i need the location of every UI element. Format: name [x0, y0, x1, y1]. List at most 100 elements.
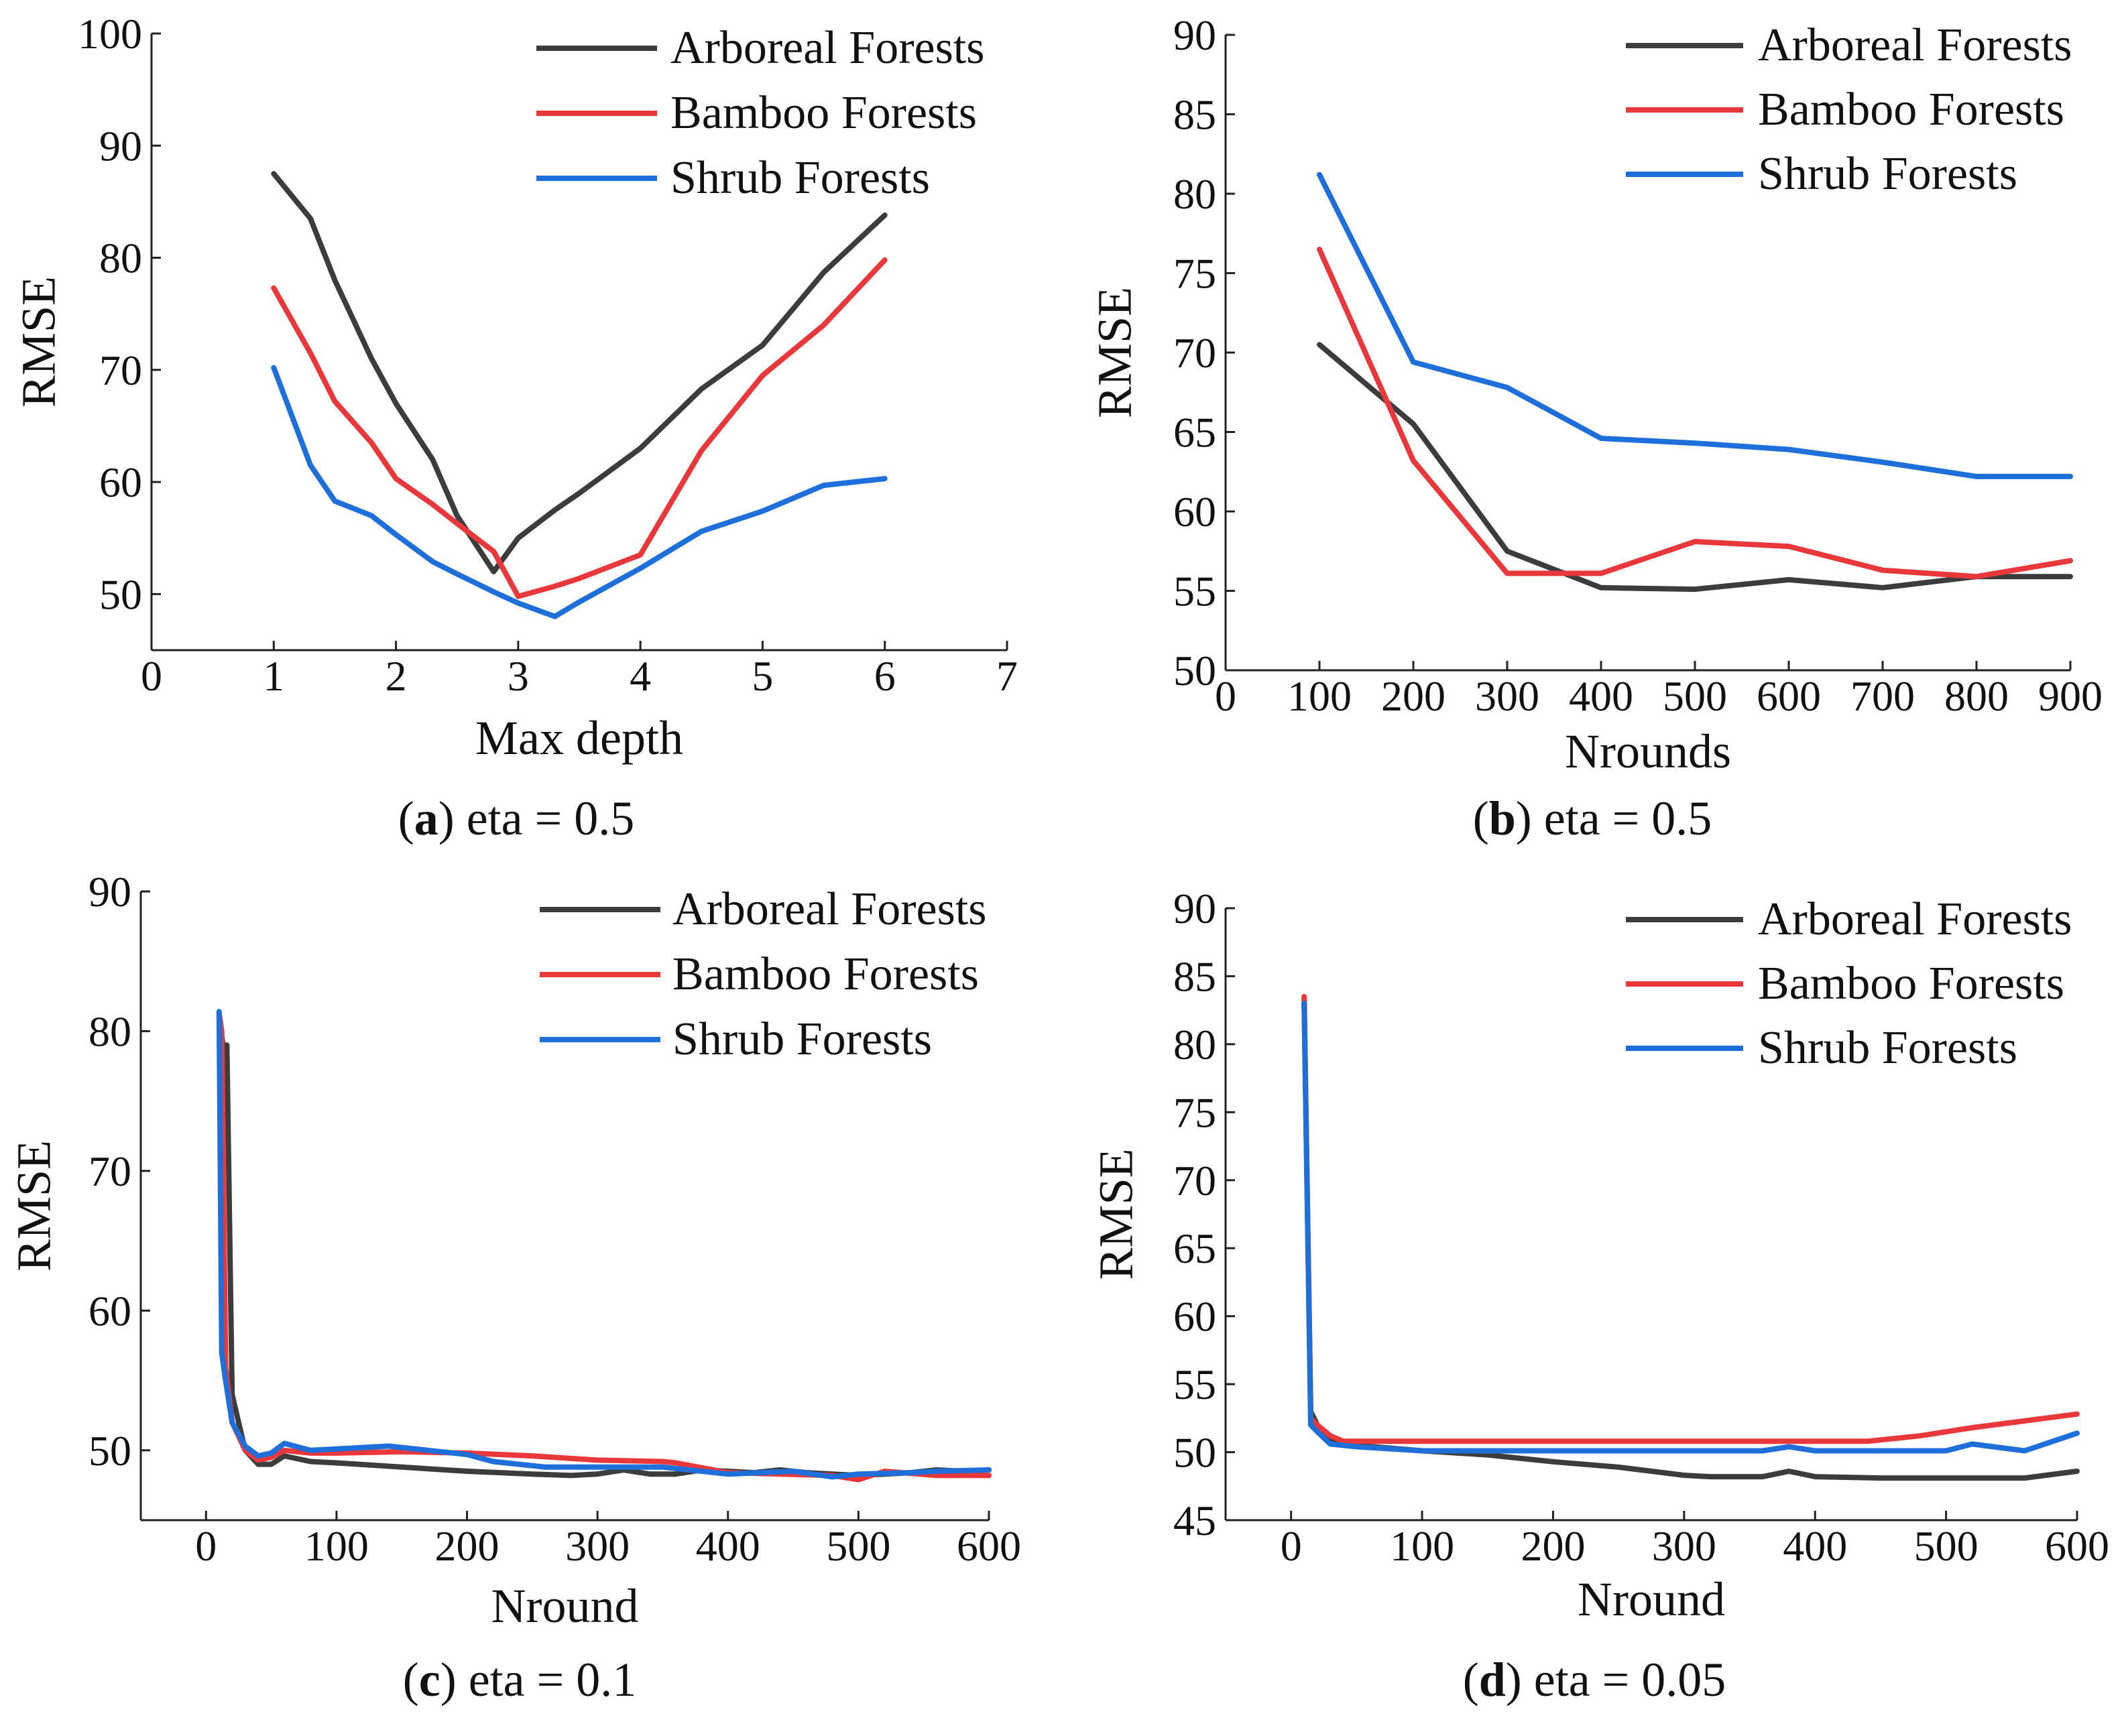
- x-axis-title: Nrounds: [1565, 725, 1731, 778]
- y-tick-label: 80: [88, 1007, 131, 1055]
- y-tick-label: 60: [1173, 1293, 1216, 1341]
- panel-c-chart: 0 100 200 300 400 500 600 50 60 70 80 90 Nround RMSE A…: [7, 868, 1021, 1707]
- y-tick-label: 70: [99, 347, 142, 394]
- series-line-shrub: [271, 365, 888, 619]
- y-tick-label: 50: [1173, 647, 1216, 694]
- series-line-arboreal: [271, 171, 888, 574]
- panel-caption: (b) eta = 0.5: [1473, 792, 1712, 845]
- x-tick-label: 200: [1381, 672, 1446, 720]
- x-tick-label: 600: [2045, 1522, 2109, 1570]
- caption-letter: b: [1489, 792, 1516, 845]
- x-tick-label: 200: [435, 1522, 499, 1570]
- x-tick-label: 700: [1850, 672, 1915, 720]
- x-tick-label: 500: [826, 1522, 890, 1570]
- x-tick-label: 300: [1652, 1522, 1716, 1570]
- series-line-bamboo: [271, 257, 888, 599]
- y-tick-label: 60: [99, 458, 142, 506]
- x-tick-label: 6: [874, 652, 896, 700]
- y-axis-title: RMSE: [1089, 1148, 1143, 1280]
- series-line-arboreal: [1301, 1001, 2080, 1481]
- x-tick-label: 400: [1569, 672, 1633, 720]
- x-tick-label: 2: [386, 652, 407, 700]
- series-line-shrub: [1317, 172, 2073, 479]
- legend-label-bamboo: Bamboo Forests: [670, 87, 977, 139]
- legend-label-shrub: Shrub Forests: [1758, 148, 2017, 200]
- x-axis-title: Nround: [491, 1579, 639, 1633]
- y-tick-label: 50: [99, 570, 142, 618]
- x-tick-label: 400: [1783, 1522, 1847, 1570]
- legend-label-shrub: Shrub Forests: [672, 1013, 932, 1065]
- caption-paren-open: (: [1473, 792, 1489, 845]
- series-line-bamboo: [216, 1010, 992, 1483]
- legend-label-bamboo: Bamboo Forests: [672, 948, 979, 1000]
- legend-label-bamboo: Bamboo Forests: [1758, 958, 2064, 1009]
- caption-text: eta = 0.5: [455, 792, 635, 845]
- y-tick-label: 70: [88, 1148, 131, 1195]
- y-tick-label: 80: [1173, 1021, 1216, 1068]
- caption-paren-open: (: [1463, 1653, 1479, 1707]
- caption-text: eta = 0.05: [1522, 1653, 1726, 1707]
- x-tick-label: 0: [1281, 1522, 1302, 1570]
- series-line-shrub: [216, 1009, 992, 1480]
- legend-label-arboreal: Arboreal Forests: [670, 22, 985, 74]
- y-tick-label: 60: [88, 1287, 131, 1335]
- x-tick-label: 100: [1287, 672, 1352, 720]
- x-tick-label: 600: [1757, 672, 1821, 720]
- legend-label-shrub: Shrub Forests: [1758, 1022, 2017, 1074]
- x-tick-label: 0: [141, 652, 162, 700]
- caption-letter: d: [1479, 1653, 1506, 1707]
- caption-paren-close: ): [1516, 792, 1532, 845]
- caption-letter: a: [414, 792, 438, 845]
- y-tick-label: 80: [99, 235, 142, 282]
- y-tick-label: 85: [1173, 91, 1216, 139]
- y-tick-label: 100: [78, 10, 142, 58]
- series-line-arboreal: [216, 1014, 992, 1479]
- panel-d-chart: 0 100 200 300 400 500 600 45 50 55 60 65 70 75 80 85 90 N…: [1089, 885, 2109, 1707]
- caption-letter: c: [419, 1653, 440, 1707]
- panel-caption: (c) eta = 0.1: [403, 1653, 636, 1707]
- legend-label-arboreal: Arboreal Forests: [1758, 19, 2072, 71]
- x-axis-title: Max depth: [475, 711, 683, 765]
- y-tick-label: 75: [1173, 250, 1216, 298]
- legend-label-bamboo: Bamboo Forests: [1758, 84, 2064, 135]
- x-tick-label: 0: [1215, 672, 1236, 720]
- x-tick-label: 5: [752, 652, 773, 700]
- series-line-bamboo: [1317, 247, 2073, 580]
- y-tick-label: 90: [1173, 885, 1216, 932]
- y-tick-label: 65: [1173, 409, 1216, 456]
- x-tick-label: 1: [263, 652, 284, 700]
- x-tick-label: 4: [630, 652, 651, 700]
- x-tick-label: 100: [304, 1522, 369, 1570]
- y-tick-label: 50: [88, 1427, 131, 1475]
- caption-text: eta = 0.5: [1532, 792, 1712, 845]
- y-axis-title: RMSE: [1088, 287, 1142, 418]
- series-line-arboreal: [1317, 342, 2073, 593]
- y-axis-title: RMSE: [12, 276, 66, 408]
- series-line-shrub: [1301, 1001, 2080, 1454]
- y-tick-label: 90: [99, 122, 142, 170]
- y-tick-label: 70: [1173, 329, 1216, 377]
- y-tick-label: 50: [1173, 1429, 1216, 1477]
- x-axis-title: Nround: [1578, 1572, 1725, 1626]
- x-tick-label: 0: [195, 1522, 217, 1570]
- caption-paren-open: (: [398, 792, 414, 845]
- y-tick-label: 80: [1173, 170, 1216, 218]
- caption-text: eta = 0.1: [457, 1653, 637, 1707]
- x-tick-label: 200: [1521, 1522, 1585, 1570]
- x-tick-label: 100: [1390, 1522, 1454, 1570]
- y-tick-label: 85: [1173, 952, 1216, 1000]
- legend-label-arboreal: Arboreal Forests: [672, 883, 987, 935]
- legend-label-arboreal: Arboreal Forests: [1758, 893, 2072, 945]
- x-tick-label: 500: [1663, 672, 1727, 720]
- y-tick-label: 60: [1173, 488, 1216, 536]
- caption-paren-close: ): [440, 1653, 457, 1707]
- y-tick-label: 90: [88, 868, 131, 916]
- x-tick-label: 300: [1475, 672, 1539, 720]
- x-tick-label: 300: [565, 1522, 630, 1570]
- caption-paren-open: (: [403, 1653, 419, 1707]
- caption-paren-close: ): [1506, 1653, 1522, 1707]
- caption-paren-close: ): [438, 792, 455, 845]
- series-line-bamboo: [1301, 993, 2080, 1444]
- y-tick-label: 75: [1173, 1089, 1216, 1136]
